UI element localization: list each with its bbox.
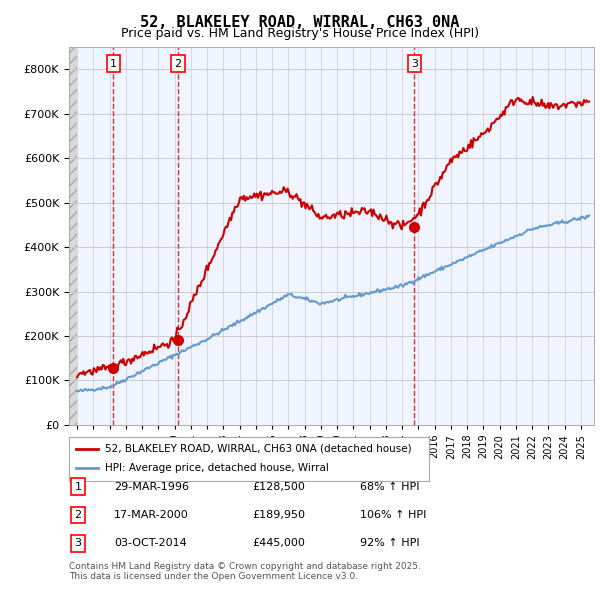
Text: 1: 1 [74, 482, 82, 491]
Text: £445,000: £445,000 [252, 539, 305, 548]
Text: 52, BLAKELEY ROAD, WIRRAL, CH63 0NA (detached house): 52, BLAKELEY ROAD, WIRRAL, CH63 0NA (det… [105, 444, 412, 454]
Text: 29-MAR-1996: 29-MAR-1996 [114, 482, 189, 491]
Text: 106% ↑ HPI: 106% ↑ HPI [360, 510, 427, 520]
Text: Contains HM Land Registry data © Crown copyright and database right 2025.
This d: Contains HM Land Registry data © Crown c… [69, 562, 421, 581]
Text: 68% ↑ HPI: 68% ↑ HPI [360, 482, 419, 491]
Text: 2: 2 [74, 510, 82, 520]
Bar [69, 47, 77, 425]
Text: 17-MAR-2000: 17-MAR-2000 [114, 510, 189, 520]
Text: 3: 3 [411, 58, 418, 68]
Text: 3: 3 [74, 539, 82, 548]
Text: 03-OCT-2014: 03-OCT-2014 [114, 539, 187, 548]
Text: £128,500: £128,500 [252, 482, 305, 491]
Text: 1: 1 [110, 58, 117, 68]
Text: HPI: Average price, detached house, Wirral: HPI: Average price, detached house, Wirr… [105, 464, 329, 473]
Text: Price paid vs. HM Land Registry's House Price Index (HPI): Price paid vs. HM Land Registry's House … [121, 27, 479, 40]
Text: £189,950: £189,950 [252, 510, 305, 520]
Text: 2: 2 [175, 58, 182, 68]
Text: 52, BLAKELEY ROAD, WIRRAL, CH63 0NA: 52, BLAKELEY ROAD, WIRRAL, CH63 0NA [140, 15, 460, 30]
Text: 92% ↑ HPI: 92% ↑ HPI [360, 539, 419, 548]
